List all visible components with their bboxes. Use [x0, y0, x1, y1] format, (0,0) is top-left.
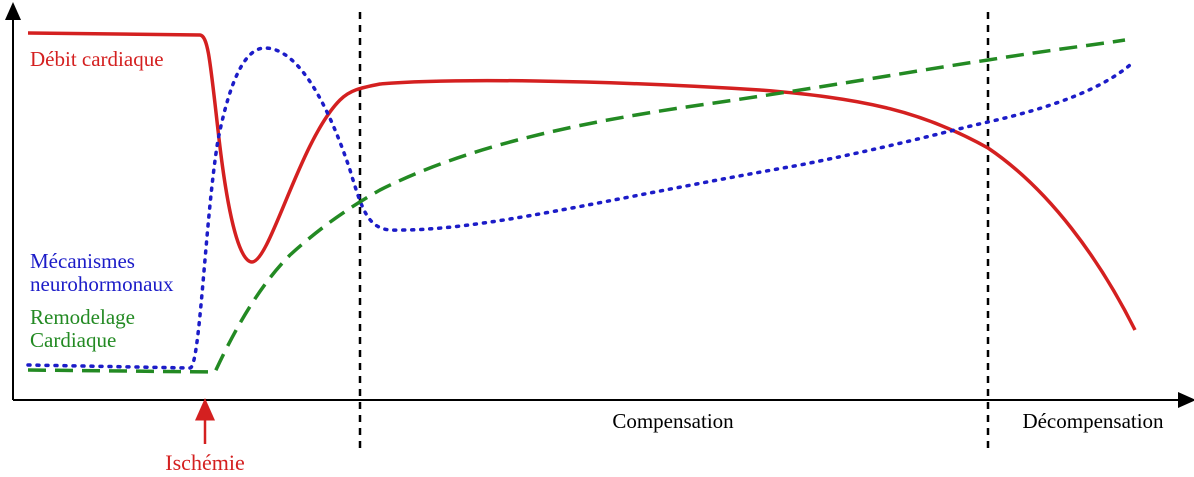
curve-label: Débit cardiaque [30, 47, 164, 71]
cardiac-output-curve [27, 31, 1137, 331]
curve-label: Mécanismes [30, 249, 135, 273]
neurohormonal-curve [26, 46, 1132, 370]
phase-label: Décompensation [1022, 409, 1164, 433]
remodeling-curve [27, 38, 1126, 374]
curve-label: neurohormonaux [30, 272, 174, 296]
curve-label: Remodelage [30, 305, 135, 329]
event-label: Ischémie [165, 450, 244, 475]
curve-label: Cardiaque [30, 328, 116, 352]
phase-label: Compensation [612, 409, 734, 433]
